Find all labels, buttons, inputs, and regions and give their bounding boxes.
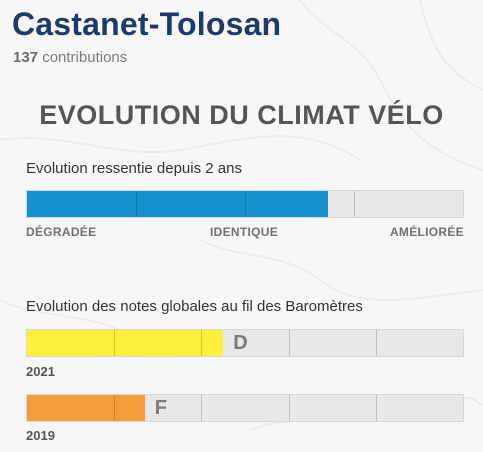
bar-divider (375, 330, 377, 356)
perceived-evolution-bar (26, 190, 464, 218)
history-fill-2019 (27, 395, 145, 421)
perceived-evolution-fill (27, 191, 328, 217)
contributions-number: 137 (13, 49, 39, 66)
bar-divider (354, 191, 355, 217)
scale-left-label: DÉGRADÉE (26, 225, 97, 239)
section-title: EVOLUTION DU CLIMAT VÉLO (39, 100, 444, 130)
bar-divider (288, 330, 290, 356)
year-label-2019: 2019 (26, 428, 55, 443)
year-label-2021: 2021 (26, 364, 55, 379)
scale-middle-label: IDENTIQUE (210, 225, 279, 239)
bar-divider (201, 330, 203, 356)
perceived-evolution-label: Evolution ressentie depuis 2 ans (26, 160, 242, 177)
bar-divider (288, 395, 290, 421)
history-bar-2019: F (26, 394, 464, 422)
bar-divider (245, 191, 246, 217)
scale-right-label: AMÉLIORÉE (389, 225, 464, 239)
city-title: Castanet-Tolosan (12, 6, 282, 42)
history-bar-2021: D (26, 329, 464, 357)
bar-divider (114, 395, 116, 421)
bar-divider (375, 395, 377, 421)
contributions-label: contributions (42, 49, 128, 66)
bar-divider (201, 395, 203, 421)
history-label: Evolution des notes globales au fil des … (26, 298, 363, 315)
grade-label-2021: D (233, 332, 248, 354)
bar-divider (114, 330, 116, 356)
bar-divider (136, 191, 137, 217)
grade-label-2019: F (154, 397, 167, 419)
history-fill-2021 (27, 330, 224, 356)
contributions-count: 137 contributions (13, 49, 127, 66)
